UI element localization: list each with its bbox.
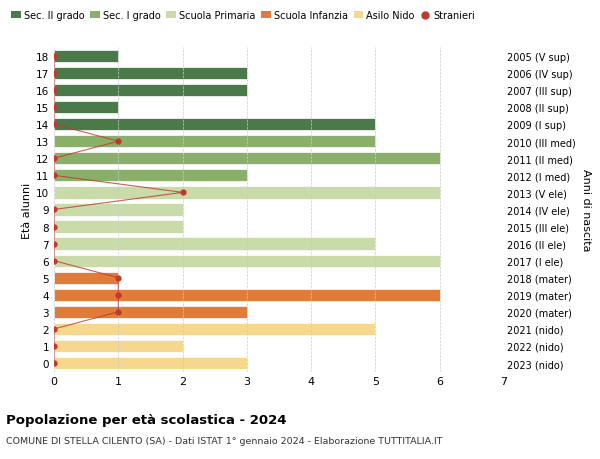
Bar — [54, 153, 440, 165]
Bar — [54, 238, 376, 250]
Bar — [54, 289, 440, 301]
Bar — [54, 357, 247, 369]
Y-axis label: Età alunni: Età alunni — [22, 182, 32, 238]
Bar — [54, 119, 376, 131]
Legend: Sec. II grado, Sec. I grado, Scuola Primaria, Scuola Infanzia, Asilo Nido, Stran: Sec. II grado, Sec. I grado, Scuola Prim… — [11, 11, 475, 21]
Bar — [54, 187, 440, 199]
Bar — [54, 204, 182, 216]
Y-axis label: Anni di nascita: Anni di nascita — [581, 169, 591, 251]
Bar — [54, 84, 247, 97]
Bar — [54, 136, 376, 148]
Bar — [54, 170, 247, 182]
Bar — [54, 323, 376, 336]
Text: Popolazione per età scolastica - 2024: Popolazione per età scolastica - 2024 — [6, 413, 287, 426]
Bar — [54, 272, 118, 284]
Bar — [54, 102, 118, 114]
Text: COMUNE DI STELLA CILENTO (SA) - Dati ISTAT 1° gennaio 2024 - Elaborazione TUTTIT: COMUNE DI STELLA CILENTO (SA) - Dati IST… — [6, 436, 443, 445]
Bar — [54, 50, 118, 63]
Bar — [54, 255, 440, 267]
Bar — [54, 67, 247, 80]
Bar — [54, 306, 247, 318]
Bar — [54, 221, 182, 233]
Bar — [54, 340, 182, 353]
